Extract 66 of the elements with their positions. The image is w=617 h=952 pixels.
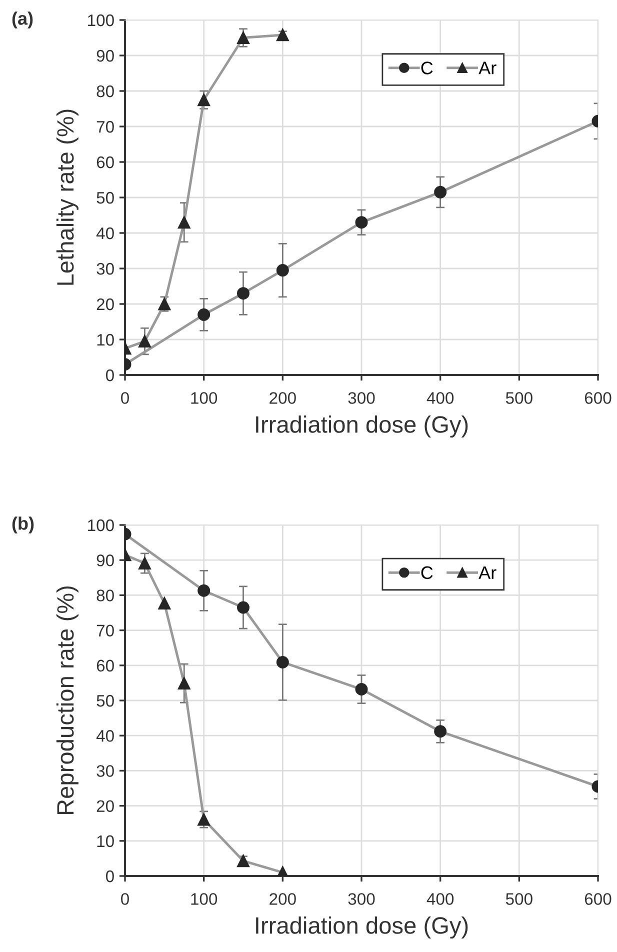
y-tick-label: 60 <box>96 660 114 672</box>
y-tick-label: 70 <box>96 624 114 637</box>
x-tick-label: 600 <box>584 893 612 905</box>
y-tick-label: 50 <box>96 192 114 204</box>
x-tick-label: 300 <box>348 893 375 905</box>
point <box>178 216 190 229</box>
point <box>276 656 289 668</box>
point <box>434 186 447 198</box>
x-tick-label: 500 <box>506 392 532 404</box>
point <box>178 677 190 690</box>
x-tick-label: 400 <box>426 893 454 905</box>
y-axis-title: Lethality rate (%) <box>56 110 78 285</box>
legend-label: Ar <box>478 566 496 579</box>
y-tick-label: 0 <box>106 870 114 882</box>
y-tick-label: 10 <box>97 835 114 848</box>
x-axis-title: Irradiation dose (Gy) <box>256 916 468 939</box>
point <box>355 683 368 696</box>
point <box>355 216 368 229</box>
chart-title: (a) <box>12 12 33 28</box>
x-tick-label: 200 <box>270 893 296 905</box>
point <box>276 264 289 277</box>
point <box>158 597 171 610</box>
y-tick-label: 10 <box>97 334 114 346</box>
y-tick-label: 80 <box>96 85 114 98</box>
point <box>198 813 210 826</box>
x-tick-label: 0 <box>121 893 129 905</box>
y-tick-label: 90 <box>96 554 114 566</box>
y-tick-label: 40 <box>96 730 114 742</box>
y-tick-label: 100 <box>88 519 114 532</box>
point <box>237 32 250 44</box>
y-tick-label: 50 <box>96 694 114 707</box>
point <box>237 287 250 300</box>
chart-title: (b) <box>12 516 34 534</box>
y-tick-label: 70 <box>96 120 114 133</box>
x-tick-label: 100 <box>191 392 218 404</box>
x-tick-label: 300 <box>348 392 375 404</box>
x-tick-label: 600 <box>584 392 612 404</box>
x-axis-title: Irradiation dose (Gy) <box>256 416 468 438</box>
legend-label: Ar <box>478 62 496 74</box>
legend-label: C <box>421 62 433 74</box>
point <box>237 854 250 868</box>
y-tick-label: 30 <box>96 262 114 275</box>
point <box>198 584 210 597</box>
point <box>434 725 447 738</box>
y-tick-label: 0 <box>106 369 114 382</box>
x-tick-label: 200 <box>270 392 296 404</box>
y-axis-title: Reproduction rate (%) <box>56 586 78 814</box>
x-tick-label: 500 <box>506 893 532 905</box>
y-tick-label: 20 <box>96 800 114 812</box>
x-tick-label: 400 <box>426 392 454 404</box>
y-tick-label: 80 <box>96 590 114 602</box>
y-tick-label: 40 <box>96 227 114 240</box>
point <box>138 335 151 348</box>
y-tick-label: 20 <box>96 298 114 310</box>
point <box>237 601 250 614</box>
y-tick-label: 100 <box>88 14 114 26</box>
y-tick-label: 90 <box>96 50 114 62</box>
x-tick-label: 0 <box>121 392 129 404</box>
point <box>198 94 210 106</box>
x-tick-label: 100 <box>191 893 218 905</box>
point <box>138 557 151 570</box>
y-tick-label: 60 <box>96 156 114 168</box>
point <box>198 308 210 321</box>
y-tick-label: 30 <box>96 765 114 777</box>
point <box>276 28 289 42</box>
legend-label: C <box>421 566 433 580</box>
